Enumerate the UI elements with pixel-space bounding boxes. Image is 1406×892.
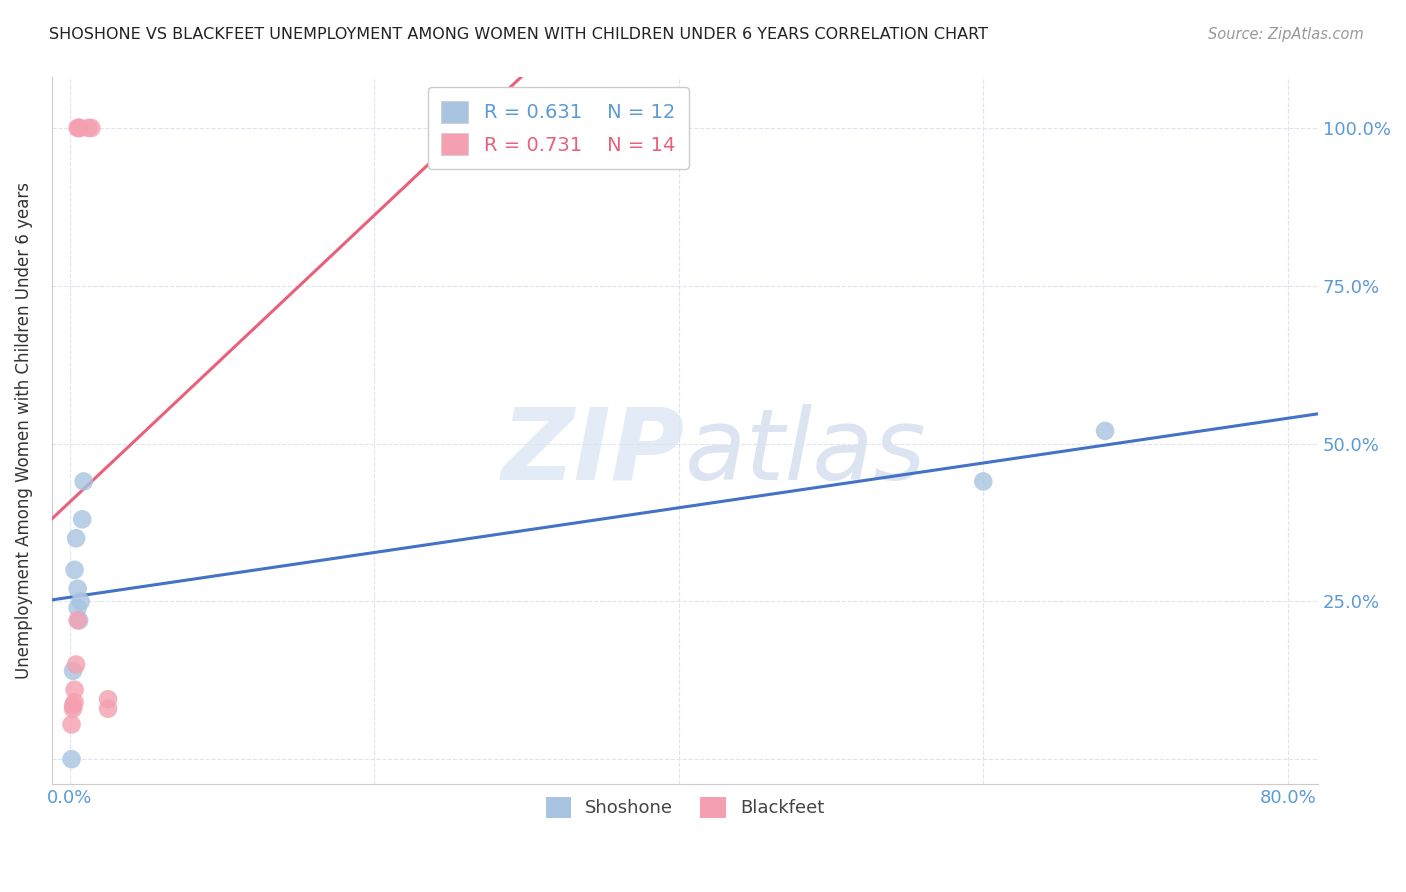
Point xyxy=(70,512,93,526)
Point xyxy=(65,531,87,545)
Text: atlas: atlas xyxy=(685,404,927,500)
Point xyxy=(69,594,91,608)
Point xyxy=(63,682,86,697)
Point xyxy=(66,582,89,596)
Point xyxy=(63,563,86,577)
Point xyxy=(67,613,90,627)
Point xyxy=(66,120,89,135)
Point xyxy=(97,692,120,706)
Point xyxy=(67,120,90,135)
Text: SHOSHONE VS BLACKFEET UNEMPLOYMENT AMONG WOMEN WITH CHILDREN UNDER 6 YEARS CORRE: SHOSHONE VS BLACKFEET UNEMPLOYMENT AMONG… xyxy=(49,27,988,42)
Point xyxy=(62,698,84,713)
Point xyxy=(73,475,96,489)
Point xyxy=(62,664,84,678)
Text: Source: ZipAtlas.com: Source: ZipAtlas.com xyxy=(1208,27,1364,42)
Point xyxy=(77,120,100,135)
Point xyxy=(63,695,86,709)
Y-axis label: Unemployment Among Women with Children Under 6 years: Unemployment Among Women with Children U… xyxy=(15,183,32,680)
Point xyxy=(62,701,84,715)
Point xyxy=(97,701,120,715)
Text: ZIP: ZIP xyxy=(502,404,685,500)
Point xyxy=(80,120,103,135)
Point xyxy=(66,613,89,627)
Point xyxy=(66,600,89,615)
Point xyxy=(60,717,83,731)
Point xyxy=(972,475,994,489)
Point xyxy=(1094,424,1116,438)
Point xyxy=(65,657,87,672)
Point xyxy=(67,120,90,135)
Legend: Shoshone, Blackfeet: Shoshone, Blackfeet xyxy=(538,789,831,825)
Point xyxy=(60,752,83,766)
